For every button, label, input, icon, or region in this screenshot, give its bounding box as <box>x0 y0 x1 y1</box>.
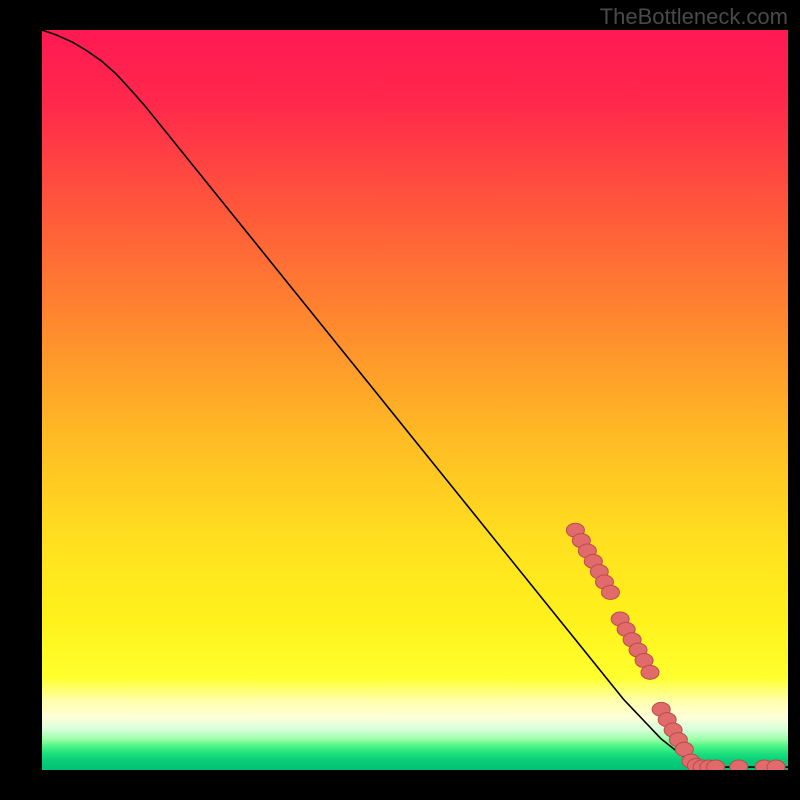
watermark-text: TheBottleneck.com <box>600 4 788 30</box>
main-curve <box>42 30 788 767</box>
data-markers <box>566 523 785 770</box>
data-marker <box>707 760 725 770</box>
plot-area <box>42 30 788 770</box>
chart-overlay <box>42 30 788 770</box>
data-marker <box>601 585 619 599</box>
data-marker <box>641 665 659 679</box>
data-marker <box>767 760 785 770</box>
data-marker <box>730 760 748 770</box>
